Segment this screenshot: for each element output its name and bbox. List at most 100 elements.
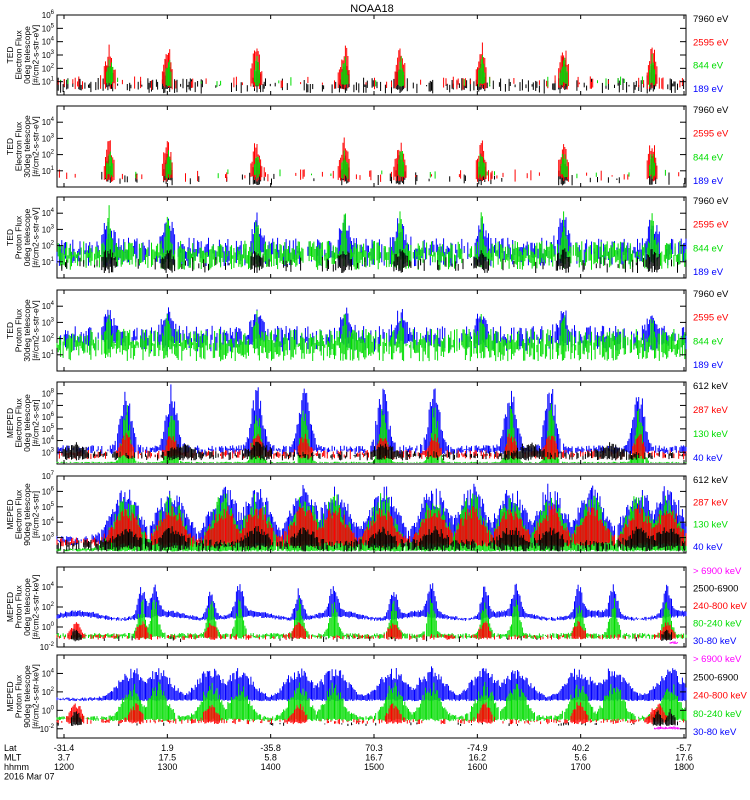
y-tick-label: 102 bbox=[42, 150, 55, 160]
y-tick-label: 105 bbox=[42, 23, 55, 33]
legend-entry: 40 keV bbox=[693, 453, 723, 464]
y-tick-exponent: 8 bbox=[51, 389, 55, 395]
series-2 bbox=[57, 205, 687, 270]
y-axis-label-line: MEPED bbox=[5, 408, 15, 438]
y-tick-label: 103 bbox=[42, 447, 55, 457]
y-tick-label: 103 bbox=[42, 224, 55, 234]
series-2 bbox=[57, 42, 683, 90]
y-tick-exponent: 4 bbox=[51, 208, 55, 214]
y-tick-exponent: 2 bbox=[51, 63, 55, 69]
data-marks bbox=[56, 384, 687, 463]
series-2 bbox=[58, 137, 680, 182]
y-tick-exponent: 7 bbox=[51, 400, 55, 406]
y-tick-label: 105 bbox=[42, 424, 55, 434]
y-tick-exponent: 3 bbox=[51, 317, 55, 323]
y-tick-label: 104 bbox=[42, 301, 55, 311]
y-axis-label-line: Electron Flux bbox=[14, 29, 24, 79]
y-tick-exponent: 1 bbox=[51, 257, 55, 263]
legend-entry: 2595 eV bbox=[693, 129, 729, 140]
y-axis-label-line: [#/cm2-s-str-eV] bbox=[31, 207, 41, 267]
y-tick-label: 102 bbox=[42, 334, 55, 344]
plot-frame bbox=[56, 105, 687, 188]
y-tick-exponent: 2 bbox=[51, 334, 55, 340]
legend-entry: 189 eV bbox=[693, 267, 724, 278]
legend-entry: 7960 eV bbox=[693, 289, 729, 300]
y-tick-label: 103 bbox=[42, 50, 55, 60]
legend-entry: 2595 eV bbox=[693, 313, 729, 324]
y-tick-exponent: 1 bbox=[51, 350, 55, 356]
data-marks bbox=[56, 307, 687, 362]
y-tick-exponent: 3 bbox=[51, 50, 55, 56]
plot-frame bbox=[56, 196, 687, 279]
data-marks bbox=[56, 205, 687, 274]
y-tick-exponent: 2 bbox=[51, 241, 55, 247]
y-axis-label-line: 30deg telescope bbox=[22, 115, 32, 178]
y-tick-label: 106 bbox=[42, 10, 55, 20]
series-2 bbox=[56, 310, 686, 362]
y-tick-exponent: 6 bbox=[51, 10, 55, 16]
legend-entry: 844 eV bbox=[693, 243, 724, 254]
y-tick-exponent: 6 bbox=[51, 412, 55, 418]
y-tick-exponent: 4 bbox=[51, 37, 55, 43]
y-axis-label-line: 0deg telescope bbox=[22, 208, 32, 266]
y-tick-label: 104 bbox=[42, 436, 55, 446]
series-3 bbox=[60, 53, 655, 87]
y-tick-label: 101 bbox=[42, 166, 55, 176]
series-1 bbox=[101, 151, 686, 186]
y-tick-exponent: 3 bbox=[51, 224, 55, 230]
y-tick-label: 101 bbox=[42, 77, 55, 87]
data-marks bbox=[57, 42, 687, 94]
legend-entry: 189 eV bbox=[693, 84, 724, 95]
data-marks bbox=[58, 137, 686, 186]
legend-entry: 2595 eV bbox=[693, 37, 729, 48]
y-axis-label-line: TED bbox=[5, 47, 15, 64]
y-tick-exponent: 4 bbox=[51, 117, 55, 123]
y-tick-exponent: 5 bbox=[51, 23, 55, 29]
series-1 bbox=[57, 384, 687, 455]
y-tick-exponent: 3 bbox=[51, 133, 55, 139]
legend-entry: 2595 eV bbox=[693, 220, 729, 231]
plot-frame bbox=[56, 475, 687, 554]
series-4 bbox=[62, 441, 687, 461]
y-axis-label-line: TED bbox=[5, 138, 15, 155]
legend-entry: 7960 eV bbox=[693, 105, 729, 116]
series-3 bbox=[58, 432, 687, 460]
legend-entry: 189 eV bbox=[693, 360, 724, 371]
y-tick-label: 101 bbox=[42, 257, 55, 267]
data-marks bbox=[56, 483, 687, 552]
legend-entry: 287 keV bbox=[693, 405, 729, 416]
y-tick-label: 103 bbox=[42, 317, 55, 327]
y-tick-label: 107 bbox=[42, 400, 55, 410]
y-tick-label: 101 bbox=[42, 350, 55, 360]
y-axis-label-line: [#/cm2-s-str] bbox=[31, 399, 41, 446]
legend-entry: 844 eV bbox=[693, 61, 724, 72]
y-axis-label-line: 0deg telescope bbox=[22, 394, 32, 452]
y-axis-label-line: Proton Flux bbox=[14, 215, 24, 259]
y-tick-label: 102 bbox=[42, 241, 55, 251]
y-tick-exponent: 4 bbox=[51, 436, 55, 442]
plot-frame bbox=[56, 289, 687, 372]
y-axis-label-line: Proton Flux bbox=[14, 308, 24, 352]
y-axis-label-line: TED bbox=[5, 229, 15, 246]
y-tick-label: 104 bbox=[42, 117, 55, 127]
legend-entry: 189 eV bbox=[693, 176, 724, 187]
y-axis-label-line: [#/cm2-s-str-eV] bbox=[31, 25, 41, 85]
y-tick-label: 102 bbox=[42, 63, 55, 73]
y-tick-label: 103 bbox=[42, 133, 55, 143]
y-tick-exponent: 3 bbox=[51, 447, 55, 453]
y-axis-label-line: Electron Flux bbox=[14, 121, 24, 171]
y-tick-exponent: 2 bbox=[51, 150, 55, 156]
legend-entry: 7960 eV bbox=[693, 14, 729, 25]
series-3 bbox=[56, 248, 678, 274]
y-tick-label: 104 bbox=[42, 208, 55, 218]
y-tick-label: 106 bbox=[42, 412, 55, 422]
y-axis-label-line: TED bbox=[5, 322, 15, 339]
